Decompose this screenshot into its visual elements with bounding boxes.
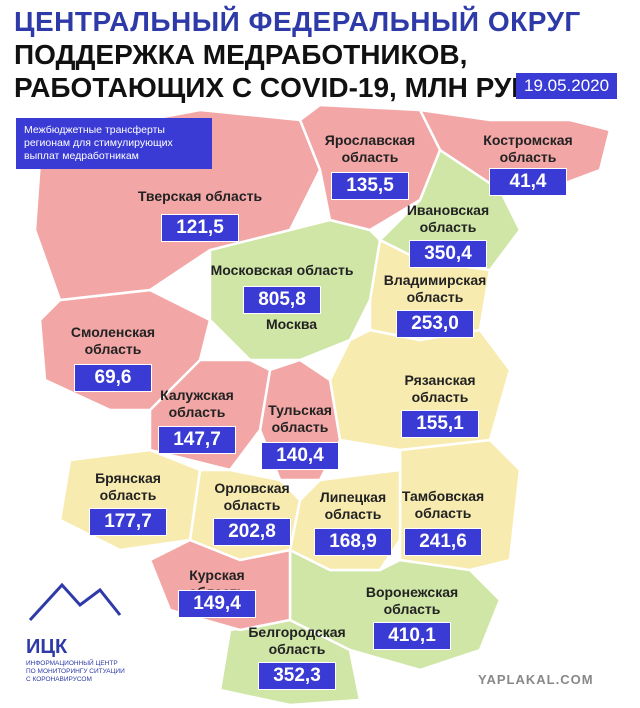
region-value: 41,4 (489, 168, 567, 196)
region-name: Белгородская область (248, 624, 346, 657)
region-value: 350,4 (409, 240, 487, 268)
region-value: 177,7 (89, 508, 167, 536)
region-value: 155,1 (401, 410, 479, 438)
region-value: 135,5 (331, 172, 409, 200)
watermark: YAPLAKAL.COM (478, 672, 594, 687)
region-name: Владимирская область (383, 272, 487, 305)
region-value: 69,6 (74, 364, 152, 392)
region-value: 202,8 (213, 518, 291, 546)
region-value: 140,4 (261, 442, 339, 470)
title: ЦЕНТРАЛЬНЫЙ ФЕДЕРАЛЬНЫЙ ОКРУГ (14, 6, 581, 37)
logo-caption: ИНФОРМАЦИОННЫЙ ЦЕНТР ПО МОНИТОРИНГУ СИТУ… (26, 660, 125, 683)
region-value: 253,0 (396, 310, 474, 338)
region-name: Смоленская область (70, 324, 156, 357)
region-value: 121,5 (161, 214, 239, 242)
region-name: Ивановская область (406, 202, 490, 235)
region-value: 805,8 (243, 286, 321, 314)
logo-name: ИЦК (26, 636, 68, 658)
region-name: Тульская область (268, 402, 332, 435)
region-value: 149,4 (178, 590, 256, 618)
region-name: Рязанская область (404, 372, 476, 405)
region-value: 352,3 (258, 662, 336, 690)
region-name: Воронежская область (365, 584, 459, 617)
region-value: 147,7 (158, 426, 236, 454)
region-name: Костромская область (483, 132, 573, 165)
city-label: Москва (266, 316, 318, 332)
region-name: Тамбовская область (401, 488, 485, 521)
region-name: Липецкая область (319, 489, 387, 522)
date-badge: 19.05.2020 (516, 73, 618, 99)
region-name: Московская область (210, 262, 354, 278)
logo-icon (28, 582, 122, 622)
region-name: Орловская область (214, 480, 290, 513)
region-name: Калужская область (160, 387, 234, 420)
region-name: Ярославская область (324, 132, 416, 165)
subtitle: ПОДДЕРЖКА МЕДРАБОТНИКОВ, РАБОТАЮЩИХ С CO… (14, 39, 532, 103)
region-value: 241,6 (404, 528, 482, 556)
region-name: Тверская область (137, 188, 263, 204)
region-name: Брянская область (95, 470, 161, 503)
note: Межбюджетные трансферты регионам для сти… (16, 118, 212, 169)
region-value: 410,1 (373, 622, 451, 650)
region-value: 168,9 (314, 528, 392, 556)
